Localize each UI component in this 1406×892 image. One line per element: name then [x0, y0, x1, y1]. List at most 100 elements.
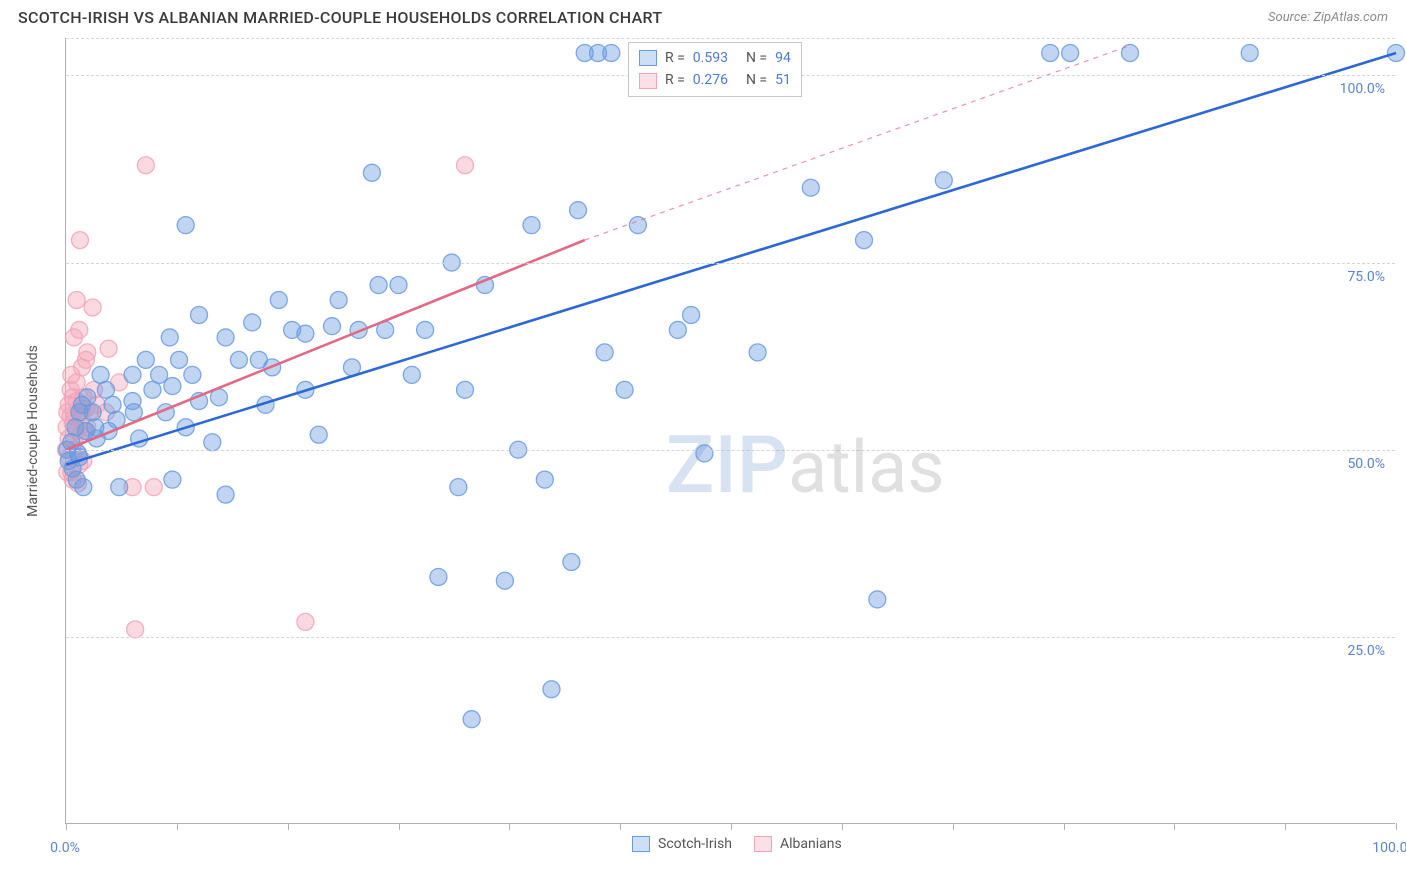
- data-point-scotch_irish: [270, 292, 287, 309]
- source-attribution: Source: ZipAtlas.com: [1268, 10, 1388, 25]
- data-point-albanians: [68, 292, 85, 309]
- data-point-scotch_irish: [496, 572, 513, 589]
- gridline-h: [66, 637, 1395, 638]
- data-point-albanians: [71, 321, 88, 338]
- data-point-scotch_irish: [856, 232, 873, 249]
- data-point-scotch_irish: [75, 479, 92, 496]
- y-tick-label: 100.0%: [1340, 81, 1385, 97]
- regression-line-albanians: [66, 240, 585, 450]
- data-point-scotch_irish: [217, 329, 234, 346]
- data-point-scotch_irish: [563, 554, 580, 571]
- series-swatch-albanians: [754, 836, 772, 852]
- gridline-h: [66, 263, 1395, 264]
- data-point-scotch_irish: [696, 445, 713, 462]
- plot-svg: [66, 38, 1395, 823]
- x-tick: [509, 823, 510, 830]
- data-point-scotch_irish: [869, 591, 886, 608]
- x-tick: [842, 823, 843, 830]
- series-label: Albanians: [780, 836, 842, 852]
- data-point-albanians: [84, 299, 101, 316]
- data-point-albanians: [297, 613, 314, 630]
- data-point-scotch_irish: [683, 306, 700, 323]
- data-point-scotch_irish: [164, 378, 181, 395]
- x-tick: [1064, 823, 1065, 830]
- data-point-albanians: [79, 344, 96, 361]
- legend-R-value: 0.276: [693, 69, 728, 91]
- data-point-scotch_irish: [124, 393, 141, 410]
- legend-row-scotch_irish: R = 0.593N = 94: [639, 47, 791, 69]
- data-point-scotch_irish: [191, 306, 208, 323]
- legend-swatch-scotch_irish: [639, 50, 657, 66]
- source-name: ZipAtlas.com: [1313, 10, 1388, 25]
- chart-container: Married-couple Households ZIPatlas R = 0…: [35, 38, 1395, 824]
- legend-N-label: N =: [746, 69, 767, 91]
- x-tick-label: 0.0%: [50, 840, 80, 856]
- data-point-scotch_irish: [84, 404, 101, 421]
- data-point-scotch_irish: [749, 344, 766, 361]
- data-point-scotch_irish: [184, 366, 201, 383]
- data-point-scotch_irish: [403, 366, 420, 383]
- gridline-h: [66, 38, 1395, 39]
- data-point-scotch_irish: [457, 381, 474, 398]
- x-tick: [1285, 823, 1286, 830]
- series-legend-item-albanians: Albanians: [754, 836, 842, 852]
- x-tick: [1396, 823, 1397, 830]
- regression-line-scotch_irish: [66, 53, 1396, 465]
- y-tick-label: 50.0%: [1347, 456, 1385, 472]
- data-point-scotch_irish: [616, 381, 633, 398]
- data-point-scotch_irish: [230, 351, 247, 368]
- y-axis-label: Married-couple Households: [25, 345, 41, 517]
- data-point-scotch_irish: [171, 351, 188, 368]
- data-point-scotch_irish: [802, 179, 819, 196]
- data-point-albanians: [71, 232, 88, 249]
- data-point-scotch_irish: [390, 277, 407, 294]
- data-point-albanians: [145, 479, 162, 496]
- data-point-scotch_irish: [164, 471, 181, 488]
- legend-N-label: N =: [746, 47, 767, 69]
- x-tick-label: 100.0%: [1372, 840, 1406, 856]
- data-point-scotch_irish: [370, 277, 387, 294]
- x-tick: [620, 823, 621, 830]
- x-tick: [731, 823, 732, 830]
- x-tick: [1174, 823, 1175, 830]
- data-point-scotch_irish: [204, 434, 221, 451]
- data-point-scotch_irish: [463, 711, 480, 728]
- y-tick-label: 75.0%: [1347, 269, 1385, 285]
- plot-area: ZIPatlas R = 0.593N = 94R = 0.276N = 51 …: [65, 38, 1395, 824]
- data-point-scotch_irish: [324, 318, 341, 335]
- legend-R-label: R =: [665, 69, 685, 91]
- data-point-scotch_irish: [1388, 44, 1405, 61]
- series-swatch-scotch_irish: [632, 836, 650, 852]
- series-legend: Scotch-IrishAlbanians: [632, 836, 842, 852]
- data-point-scotch_irish: [543, 681, 560, 698]
- data-point-scotch_irish: [363, 164, 380, 181]
- data-point-scotch_irish: [310, 426, 327, 443]
- data-point-scotch_irish: [523, 217, 540, 234]
- legend-swatch-albanians: [639, 73, 657, 89]
- x-tick: [66, 823, 67, 830]
- data-point-scotch_irish: [669, 321, 686, 338]
- correlation-legend: R = 0.593N = 94R = 0.276N = 51: [628, 42, 802, 97]
- x-tick: [399, 823, 400, 830]
- data-point-scotch_irish: [111, 479, 128, 496]
- data-point-albanians: [137, 157, 154, 174]
- x-tick: [953, 823, 954, 830]
- data-point-scotch_irish: [536, 471, 553, 488]
- data-point-albanians: [457, 157, 474, 174]
- legend-N-value: 51: [775, 69, 791, 91]
- data-point-albanians: [127, 621, 144, 638]
- x-tick: [177, 823, 178, 830]
- data-point-scotch_irish: [297, 325, 314, 342]
- data-point-scotch_irish: [330, 292, 347, 309]
- source-label: Source:: [1268, 10, 1313, 25]
- data-point-scotch_irish: [570, 202, 587, 219]
- data-point-scotch_irish: [161, 329, 178, 346]
- data-point-scotch_irish: [137, 351, 154, 368]
- data-point-scotch_irish: [1241, 44, 1258, 61]
- data-point-scotch_irish: [1062, 44, 1079, 61]
- data-point-scotch_irish: [935, 172, 952, 189]
- legend-R-value: 0.593: [693, 47, 728, 69]
- x-tick: [288, 823, 289, 830]
- chart-title: SCOTCH-IRISH VS ALBANIAN MARRIED-COUPLE …: [18, 8, 662, 27]
- data-point-scotch_irish: [244, 314, 261, 331]
